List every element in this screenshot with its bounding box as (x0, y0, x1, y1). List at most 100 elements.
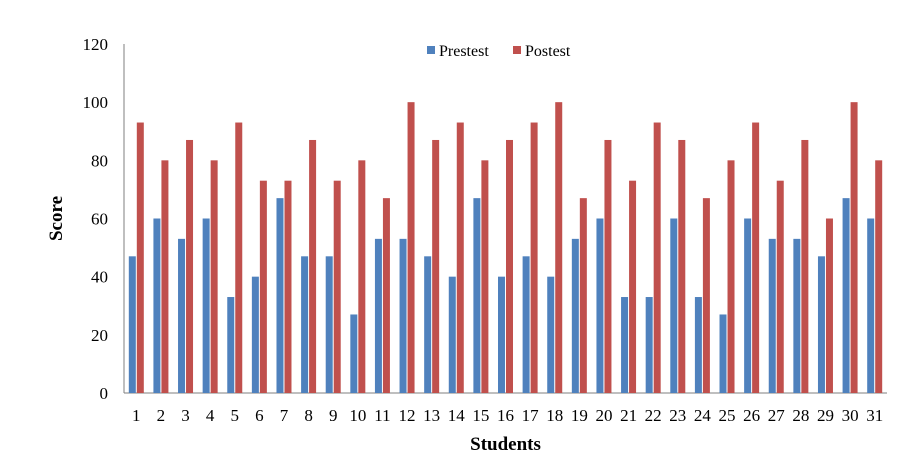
bar-postest-24 (702, 198, 710, 393)
bar-postest-10 (358, 160, 366, 393)
x-tick-label: 8 (304, 406, 313, 425)
bar-postest-4 (210, 160, 218, 393)
bar-postest-22 (653, 122, 661, 394)
x-tick-label: 11 (374, 406, 390, 425)
y-tick-label: 40 (91, 268, 108, 287)
bar-postest-26 (752, 122, 760, 394)
bar-prestest-29 (817, 256, 825, 393)
x-tick-label: 30 (842, 406, 859, 425)
x-tick-labels: 1 2 3 4 5 6 7 8 9 10 11 12 13 14 15 16 17 18 19 20 21 22 23 24 2… (132, 406, 883, 425)
y-tick-label: 120 (83, 35, 109, 54)
axes (123, 44, 887, 394)
x-tick-label: 19 (571, 406, 588, 425)
x-tick-label: 10 (349, 406, 366, 425)
bar-prestest-20 (596, 218, 604, 393)
bar-prestest-4 (202, 218, 210, 393)
bar-prestest-6 (251, 276, 259, 393)
x-tick-label: 9 (329, 406, 338, 425)
bar-postest-21 (629, 180, 637, 393)
bar-postest-29 (825, 218, 833, 393)
bar-prestest-14 (448, 276, 456, 393)
x-tick-label: 27 (768, 406, 786, 425)
bar-prestest-9 (325, 256, 333, 393)
bar-prestest-15 (473, 198, 481, 393)
legend-swatch-prestest (427, 46, 435, 54)
bar-prestest-28 (793, 238, 801, 393)
bar-postest-31 (875, 160, 883, 393)
y-tick-label: 100 (83, 93, 109, 112)
bar-postest-20 (604, 139, 612, 393)
x-tick-label: 7 (280, 406, 289, 425)
bar-prestest-1 (128, 256, 136, 393)
x-tick-label: 17 (522, 406, 540, 425)
bar-postest-6 (259, 180, 267, 393)
bar-postest-30 (850, 102, 858, 394)
x-tick-label: 24 (694, 406, 712, 425)
y-tick-label: 60 (91, 210, 108, 229)
x-tick-label: 20 (595, 406, 612, 425)
legend-label-prestest: Prestest (439, 43, 489, 60)
bar-prestest-12 (399, 238, 407, 393)
bar-prestest-26 (744, 218, 752, 393)
bar-prestest-11 (374, 238, 382, 393)
bar-prestest-13 (424, 256, 432, 393)
bar-prestest-2 (153, 218, 161, 393)
x-tick-label: 18 (546, 406, 563, 425)
legend: Prestest Postest (427, 43, 571, 60)
x-tick-label: 23 (669, 406, 686, 425)
bar-postest-3 (186, 139, 194, 393)
x-tick-label: 12 (399, 406, 416, 425)
bar-prestest-8 (301, 256, 309, 393)
y-tick-label: 80 (91, 151, 108, 170)
bar-prestest-18 (547, 276, 555, 393)
bar-prestest-25 (719, 314, 727, 393)
x-tick-label: 13 (423, 406, 440, 425)
bar-prestest-31 (867, 218, 875, 393)
bar-prestest-22 (645, 297, 653, 393)
x-tick-label: 29 (817, 406, 834, 425)
x-tick-label: 4 (206, 406, 215, 425)
x-tick-label: 14 (448, 406, 466, 425)
bar-postest-5 (235, 122, 243, 394)
bar-prestest-16 (498, 276, 505, 393)
bar-prestest-27 (768, 238, 776, 393)
bar-prestest-5 (227, 297, 235, 393)
bar-prestest-19 (571, 238, 579, 393)
bar-postest-14 (456, 122, 464, 394)
bar-postest-2 (161, 160, 169, 393)
bar-postest-23 (678, 139, 686, 393)
bar-postest-15 (481, 160, 489, 393)
bar-prestest-3 (178, 238, 186, 393)
bar-prestest-30 (842, 198, 850, 393)
bar-prestest-23 (670, 218, 678, 393)
bar-postest-18 (555, 102, 563, 394)
bar-postest-28 (801, 139, 809, 393)
bar-postest-7 (284, 180, 292, 393)
x-tick-label: 26 (743, 406, 760, 425)
bars (128, 102, 883, 394)
bar-postest-9 (333, 180, 341, 393)
bar-postest-27 (776, 180, 784, 393)
x-tick-label: 22 (645, 406, 662, 425)
bar-postest-19 (579, 198, 587, 393)
bar-prestest-24 (694, 297, 702, 393)
bar-postest-13 (432, 139, 440, 393)
bar-prestest-7 (276, 198, 284, 393)
bar-prestest-21 (621, 297, 629, 393)
x-tick-label: 5 (231, 406, 240, 425)
legend-label-postest: Postest (525, 43, 571, 60)
x-tick-label: 31 (866, 406, 883, 425)
x-tick-label: 6 (255, 406, 264, 425)
x-tick-label: 2 (157, 406, 166, 425)
y-tick-label: 20 (91, 326, 108, 345)
y-axis-title: Score (46, 196, 67, 241)
bar-prestest-17 (522, 256, 530, 393)
x-tick-label: 3 (181, 406, 190, 425)
bar-postest-17 (530, 122, 538, 394)
bar-postest-1 (136, 122, 144, 394)
x-axis-title: Students (470, 434, 541, 455)
legend-swatch-postest (513, 46, 521, 54)
x-tick-label: 15 (472, 406, 489, 425)
bar-postest-11 (382, 198, 390, 393)
